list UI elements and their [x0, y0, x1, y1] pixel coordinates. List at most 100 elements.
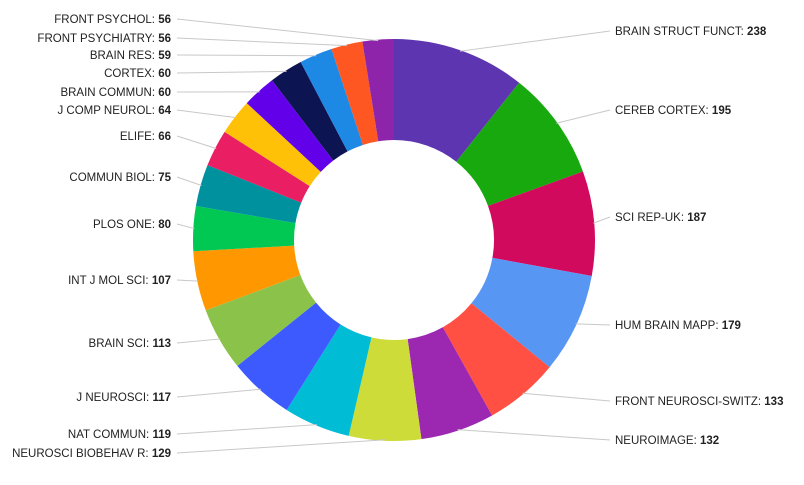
slice-commun-biol[interactable] [195, 165, 302, 224]
label-value: 179 [722, 320, 741, 332]
label-value: 56 [158, 14, 171, 26]
slice-cortex[interactable] [271, 61, 348, 161]
slice-brain-sci[interactable] [205, 275, 317, 366]
leader-line-cereb-cortex [556, 109, 611, 124]
slice-cereb-cortex[interactable] [456, 82, 583, 206]
label-cereb-cortex: CEREB CORTEX: 195 [615, 105, 732, 117]
slice-int-j-mol-sci[interactable] [193, 245, 301, 311]
slice-hum-brain-mapp[interactable] [471, 257, 592, 368]
label-category: FRONT NEUROSCI-SWITZ: [615, 396, 764, 408]
slice-j-neurosci[interactable] [237, 302, 341, 410]
label-value: 56 [158, 33, 171, 45]
label-category: SCI REP-UK: [615, 212, 687, 224]
label-brain-struct-funct: BRAIN STRUCT FUNCT: 238 [615, 26, 767, 38]
label-value: 187 [687, 212, 706, 224]
slice-brain-res[interactable] [300, 48, 363, 152]
label-brain-sci: BRAIN SCI: 113 [89, 338, 171, 350]
label-j-neurosci: J NEUROSCI: 117 [76, 392, 171, 404]
leader-line-brain-struct-funct [459, 30, 611, 52]
label-category: NEUROSCI BIOBEHAV R: [12, 448, 152, 460]
label-value: 238 [747, 26, 767, 38]
label-value: 60 [158, 87, 171, 99]
label-category: BRAIN STRUCT FUNCT: [615, 26, 747, 38]
leader-line-neurosci-biobehav-r [176, 439, 385, 454]
label-category: CEREB CORTEX: [615, 105, 712, 117]
label-value: 75 [158, 172, 171, 184]
label-category: BRAIN RES: [90, 50, 158, 62]
label-category: J COMP NEUROL: [57, 105, 158, 117]
leader-line-sci-rep-uk [593, 216, 611, 224]
leader-line-hum-brain-mapp [575, 323, 611, 326]
slices-group [192, 39, 595, 441]
labels-group: BRAIN STRUCT FUNCT: 238 CEREB CORTEX: 195… [12, 14, 783, 460]
slice-brain-struct-funct[interactable] [394, 39, 520, 162]
leader-line-j-neurosci [176, 388, 261, 398]
label-category: COMMUN BIOL: [69, 172, 158, 184]
slice-plos-one[interactable] [192, 205, 296, 252]
label-brain-commun: BRAIN COMMUN: 60 [60, 87, 171, 99]
label-front-neurosci-switz: FRONT NEUROSCI-SWITZ: 133 [615, 396, 783, 408]
slice-elife[interactable] [207, 131, 310, 203]
label-category: ELIFE: [120, 131, 158, 143]
label-value: 129 [152, 448, 171, 460]
label-cortex: CORTEX: 60 [104, 68, 171, 80]
slice-j-comp-neurol[interactable] [224, 103, 321, 187]
label-value: 64 [158, 105, 171, 117]
leader-line-elife [176, 135, 217, 149]
label-value: 133 [764, 396, 783, 408]
leader-line-cortex [176, 70, 287, 74]
leader-line-front-psychiatry [176, 37, 348, 47]
label-hum-brain-mapp: HUM BRAIN MAPP: 179 [615, 320, 741, 332]
label-value: 195 [712, 105, 732, 117]
slice-neuroimage[interactable] [407, 327, 493, 440]
leader-line-commun-biol [176, 176, 202, 186]
leader-line-int-j-mol-sci [176, 279, 199, 282]
label-category: J NEUROSCI: [76, 392, 152, 404]
label-category: PLOS ONE: [93, 219, 158, 231]
label-elife: ELIFE: 66 [120, 131, 171, 143]
label-category: BRAIN SCI: [89, 338, 153, 350]
label-plos-one: PLOS ONE: 80 [93, 219, 171, 231]
label-front-psychiatry: FRONT PSYCHIATRY: 56 [37, 33, 171, 45]
label-value: 66 [158, 131, 171, 143]
leader-line-plos-one [176, 223, 195, 230]
leader-line-j-comp-neurol [176, 109, 236, 119]
leader-lines-group [176, 18, 611, 454]
label-neurosci-biobehav-r: NEUROSCI BIOBEHAV R: 129 [12, 448, 171, 460]
label-category: NEUROIMAGE: [615, 435, 700, 447]
slice-sci-rep-uk[interactable] [488, 171, 595, 276]
slice-front-neurosci-switz[interactable] [442, 303, 550, 416]
label-neuroimage: NEUROIMAGE: 132 [615, 435, 719, 447]
label-value: 60 [158, 68, 171, 80]
label-brain-res: BRAIN RES: 59 [90, 50, 171, 62]
leader-line-nat-commun [176, 424, 318, 435]
slice-neurosci-biobehav-r[interactable] [348, 337, 422, 441]
label-int-j-mol-sci: INT J MOL SCI: 107 [68, 275, 171, 287]
label-category: BRAIN COMMUN: [60, 87, 158, 99]
label-commun-biol: COMMUN BIOL: 75 [69, 172, 171, 184]
slice-front-psychol[interactable] [362, 39, 394, 142]
label-sci-rep-uk: SCI REP-UK: 187 [615, 212, 706, 224]
label-j-comp-neurol: J COMP NEUROL: 64 [57, 105, 171, 117]
label-front-psychol: FRONT PSYCHOL: 56 [54, 14, 171, 26]
label-value: 80 [158, 219, 171, 231]
label-category: CORTEX: [104, 68, 158, 80]
leader-line-neuroimage [457, 429, 611, 441]
slice-nat-commun[interactable] [286, 324, 372, 436]
label-value: 107 [152, 275, 171, 287]
label-category: HUM BRAIN MAPP: [615, 320, 722, 332]
leader-line-front-neurosci-switz [522, 392, 611, 402]
label-category: FRONT PSYCHIATRY: [37, 33, 158, 45]
label-category: FRONT PSYCHOL: [54, 14, 158, 26]
leader-line-brain-res [176, 54, 317, 57]
label-value: 113 [152, 338, 171, 350]
label-value: 132 [700, 435, 719, 447]
label-value: 59 [158, 50, 171, 62]
label-value: 117 [152, 392, 171, 404]
slice-front-psychiatry[interactable] [331, 41, 379, 145]
slice-brain-commun[interactable] [246, 80, 334, 172]
leader-line-brain-sci [176, 338, 221, 344]
label-category: INT J MOL SCI: [68, 275, 152, 287]
label-value: 119 [152, 429, 171, 441]
